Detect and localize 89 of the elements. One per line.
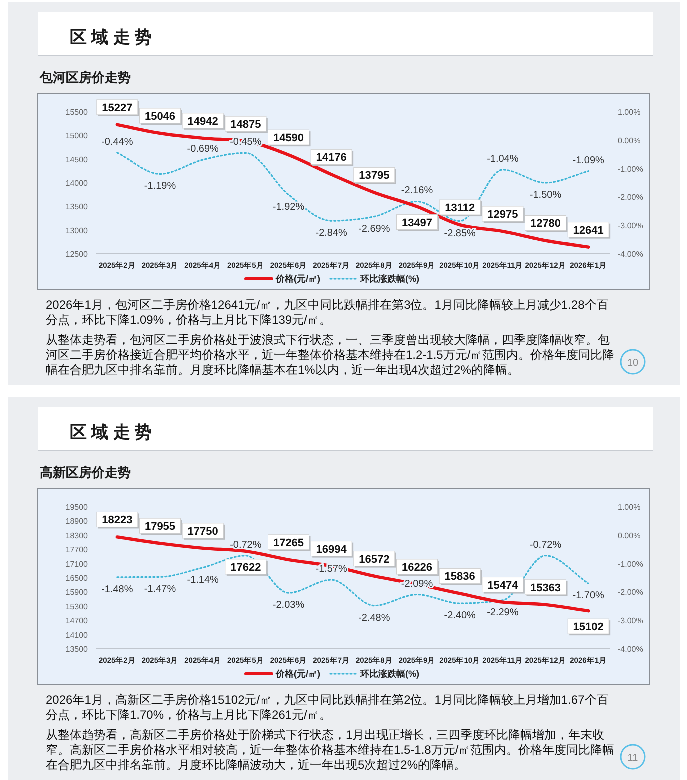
chart-subtitle: 包河区房价走势 — [39, 70, 131, 85]
chart-subtitle: 高新区房价走势 — [40, 465, 131, 480]
data-label: -2.48% — [358, 612, 390, 624]
legend-label: 环比涨跌幅(%) — [360, 669, 420, 679]
text: 2026年1月，包河区二手房价格12641元/㎡，九区中同比跌幅排在第3位。1月同比降幅较上月减少1.28个百分点，环比下降1.09%，价格与上月比下降139元/㎡。 — [46, 298, 610, 328]
data-label: -1.48% — [102, 584, 134, 596]
data-label: 16994 — [316, 544, 348, 556]
data-label: -1.92% — [272, 202, 305, 213]
data-label: -1.70% — [572, 590, 605, 602]
chart-title: 区 域 走 势 — [70, 28, 152, 47]
text: 2026年1月，高新区二手房价格15102元/㎡，九区中同比跌幅排在第2位。1月同比降幅较上月增加1.67个百分点，环比下降1.70%，价格与上月比下降261元/㎡。 — [46, 693, 610, 723]
y-tick-label: 13000 — [66, 226, 89, 236]
text: 从整体趋势看，高新区二手房价格处于阶梯式下行状态，1月出现正增长，三四季度环比降幅增加，年末收窄。高新区二手房价格水平相对较高，近一年整体价格基本维持在1.5-1.8万元/㎡范围内。价格年度同比降幅在合肥九区中排名靠前。月度环比降幅波动大，近一年出现5次超过2%的降幅。 — [46, 728, 616, 773]
data-label: -0.72% — [230, 540, 262, 551]
y-tick-label: 15000 — [66, 132, 89, 141]
y-tick-label: 19500 — [66, 503, 89, 512]
y2-tick-label: 0.00% — [618, 531, 641, 540]
data-label: -1.19% — [144, 181, 176, 192]
data-label: 15474 — [488, 580, 520, 592]
data-label: 14875 — [230, 119, 262, 132]
data-label: -0.69% — [187, 144, 220, 155]
y-tick-label: 14000 — [66, 179, 89, 188]
legend-label: 价格(元/㎡) — [275, 669, 320, 679]
y-tick-label: 14700 — [66, 616, 89, 626]
y2-tick-label: -1.00% — [618, 164, 644, 174]
y-tick-label: 14100 — [66, 630, 89, 640]
data-label: 13795 — [359, 170, 390, 182]
y2-tick-label: -2.00% — [618, 588, 644, 598]
data-label: 13112 — [445, 202, 476, 215]
data-label: -2.16% — [401, 186, 434, 197]
data-label: 14590 — [273, 132, 304, 145]
data-label: 15363 — [530, 582, 562, 594]
y2-tick-label: -4.00% — [618, 250, 644, 259]
legend-label: 环比涨跌幅(%) — [360, 274, 420, 284]
data-label: 18223 — [102, 514, 133, 527]
data-label: 16572 — [359, 554, 390, 566]
data-label: 17750 — [188, 526, 218, 538]
text: 11 — [628, 753, 639, 764]
y-tick-label: 16500 — [66, 574, 89, 583]
y2-tick-label: -2.00% — [618, 193, 644, 202]
y2-tick-label: -3.00% — [618, 222, 644, 231]
y-tick-label: 18900 — [66, 517, 89, 526]
y2-tick-label: 1.00% — [618, 108, 641, 117]
y-tick-label: 17100 — [66, 560, 89, 569]
data-label: -2.69% — [358, 224, 390, 235]
data-label: 15227 — [102, 102, 133, 114]
y-tick-label: 14500 — [66, 155, 89, 164]
y2-tick-label: -1.00% — [618, 560, 644, 569]
y-tick-label: 13500 — [66, 202, 89, 212]
y-tick-label: 15500 — [66, 108, 89, 117]
data-label: -2.85% — [444, 228, 476, 240]
data-label: -1.50% — [530, 190, 562, 201]
data-label: -1.04% — [487, 154, 519, 165]
text: 10 — [627, 358, 639, 369]
data-label: -2.03% — [272, 600, 305, 612]
data-label: 15836 — [444, 571, 476, 584]
y-tick-label: 15900 — [66, 588, 89, 598]
data-label: -0.72% — [530, 540, 562, 551]
data-label: -1.47% — [144, 584, 176, 596]
y2-tick-label: -3.00% — [618, 616, 644, 626]
data-label: 17955 — [144, 521, 176, 534]
data-label: 12641 — [573, 224, 604, 237]
data-label: -2.29% — [487, 607, 519, 618]
y-tick-label: 12500 — [66, 250, 89, 259]
data-label: 12975 — [488, 209, 518, 222]
y-tick-label: 13500 — [66, 645, 89, 654]
y-tick-label: 15300 — [66, 602, 89, 612]
data-label: 15046 — [144, 110, 176, 123]
data-label: 17265 — [273, 537, 304, 550]
legend-label: 价格(元/㎡) — [275, 274, 320, 284]
y-tick-label: 18300 — [66, 531, 89, 540]
data-label: 13497 — [402, 217, 433, 230]
data-label: -2.84% — [316, 228, 348, 240]
y2-tick-label: 0.00% — [618, 136, 641, 146]
data-label: -1.09% — [572, 155, 605, 166]
data-label: 16226 — [402, 562, 433, 574]
data-label: 12780 — [530, 218, 562, 230]
y-tick-label: 17700 — [66, 546, 89, 555]
data-label: 14176 — [316, 152, 347, 164]
data-label: -1.14% — [187, 574, 220, 586]
data-label: -2.40% — [444, 610, 476, 622]
y2-tick-label: -4.00% — [618, 645, 644, 654]
data-label: -0.44% — [102, 136, 134, 148]
data-label: 14942 — [188, 116, 218, 128]
chart-title: 区 域 走 势 — [70, 423, 152, 442]
y2-tick-label: 1.00% — [618, 503, 641, 512]
data-label: 15102 — [573, 622, 604, 634]
text: 从整体走势看，包河区二手房价格处于波浪式下行状态，一、三季度曾出现较大降幅，四季度降幅收窄。包河区二手房价格接近合肥平均价格水平，近一年整体价格基本维持在1.2-1.5万元/㎡范围内。价格年度同比降幅在合肥九区中排名靠前。月度环比降幅基本在1%以内，近一年出现4次超过2%的降幅。 — [46, 333, 616, 378]
data-label: 17622 — [230, 562, 262, 574]
